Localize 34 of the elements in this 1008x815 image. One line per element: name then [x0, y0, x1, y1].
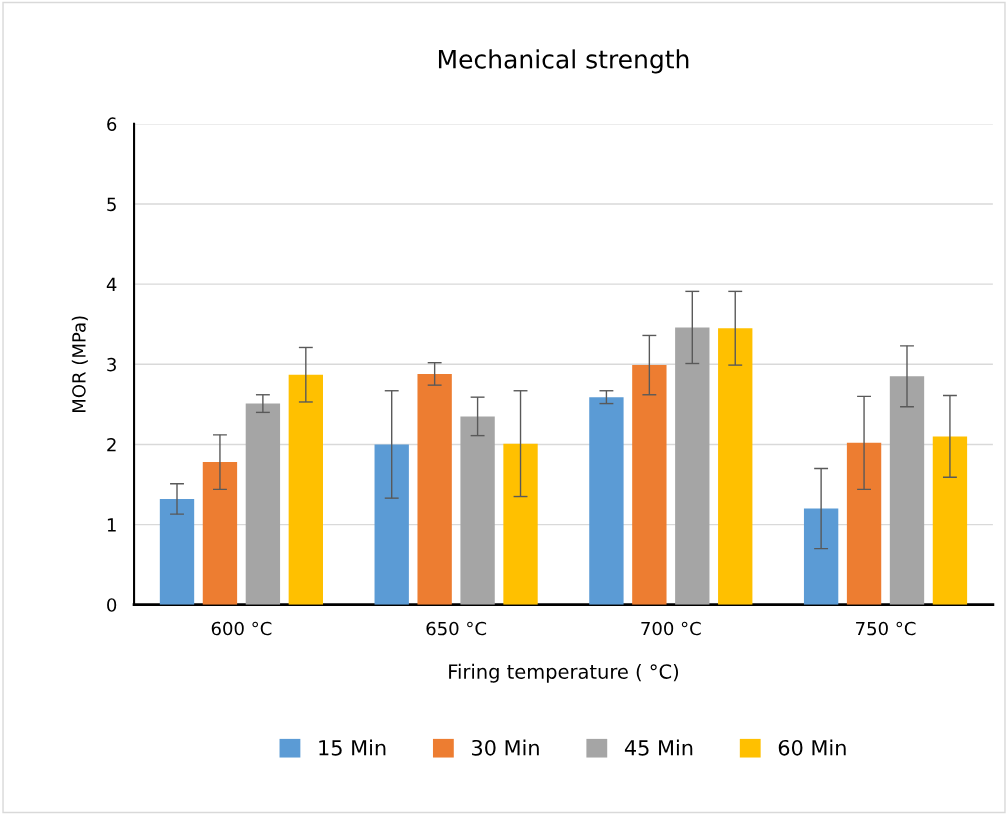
bar: [288, 374, 323, 605]
bar: [889, 376, 925, 605]
x-tick-label: 750 °C: [856, 621, 916, 636]
bar: [675, 327, 710, 605]
bar: [932, 436, 968, 605]
bar: [803, 508, 839, 605]
y-tick-label: 2: [107, 437, 116, 452]
bar: [374, 444, 409, 605]
bar: [460, 416, 495, 605]
bar: [417, 373, 452, 605]
x-tick-label: 700 °C: [641, 621, 701, 636]
x-tick-label: 600 °C: [211, 621, 272, 636]
y-axis-title: MOR (MPa): [71, 316, 88, 412]
bar: [846, 442, 882, 605]
x-tick-label: 650 °C: [426, 621, 487, 636]
y-tick-label: 5: [107, 197, 116, 212]
y-tick-label: 4: [106, 277, 117, 292]
x-axis-title: Firing temperature ( °C): [449, 663, 679, 683]
bar: [632, 365, 667, 605]
bar: [589, 397, 624, 605]
legend-label: 30 Min: [472, 739, 539, 756]
legend-label: 60 Min: [778, 739, 846, 756]
bar: [159, 498, 195, 605]
y-tick-label: 3: [107, 357, 116, 372]
y-tick-label: 1: [107, 518, 116, 532]
bar: [718, 328, 753, 605]
chart-title: Mechanical strength: [438, 49, 689, 74]
y-tick-label: 6: [107, 117, 117, 131]
bar: [503, 443, 538, 605]
legend-label: 45 Min: [624, 739, 693, 756]
bar: [245, 403, 281, 605]
y-tick-label: 0: [107, 598, 117, 612]
bar: [202, 462, 238, 605]
legend-label: 15 Min: [319, 739, 386, 756]
